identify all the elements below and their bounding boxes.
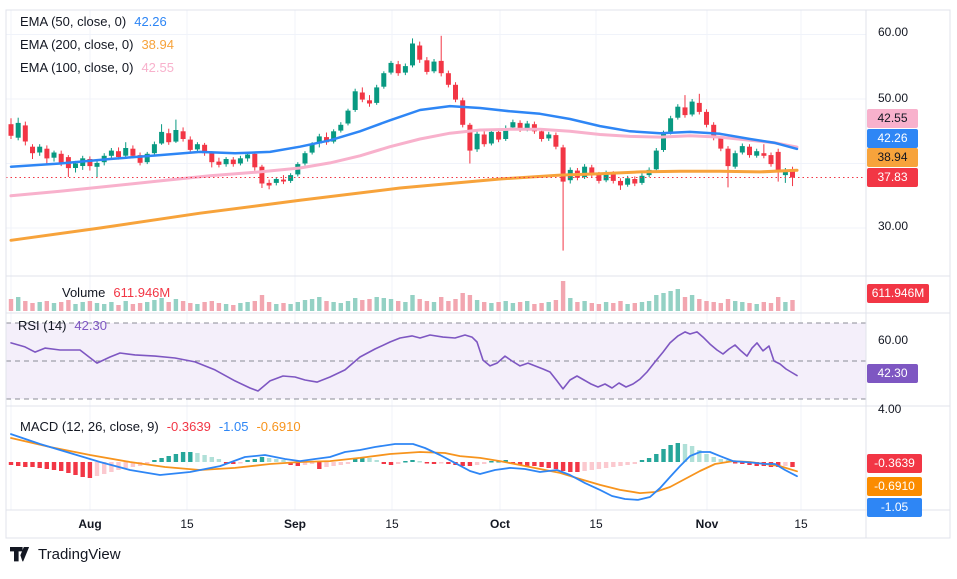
price-badge: 42.26 [867,128,918,148]
price-badge: -0.3639 [867,453,922,473]
legend-ema100-value: 42.55 [141,60,174,75]
time-tick-label: Aug [78,517,102,531]
legend-ema200-value: 38.94 [141,37,174,52]
rsi-band [6,322,866,400]
price-badge: -1.05 [867,497,922,517]
tradingview-logo-icon [10,547,30,562]
rsi-line [10,331,798,392]
legend-ema200-label: EMA (200, close, 0) [20,37,134,52]
price-badge: 42.30 [867,363,918,383]
time-tick-label: Nov [695,517,719,531]
time-tick-label: Oct [489,517,510,531]
macd-label: MACD (12, 26, close, 9) [20,419,159,434]
price-tick-label: 50.00 [878,91,909,105]
macd-histogram [8,443,795,478]
price-tick-label: 60.00 [878,333,909,347]
time-tick-label: 15 [180,517,194,531]
legend-ema50-label: EMA (50, close, 0) [20,14,127,29]
price-badge: 42.55 [867,108,918,128]
rsi-indicator-label[interactable]: RSI (14) 42.30 [18,318,107,333]
ema50-line [9,104,799,168]
macd-hist-value: -0.3639 [166,419,211,434]
gridlines [6,10,866,510]
price-badge: 38.94 [867,147,918,167]
time-tick-label: Sep [283,517,306,531]
rsi-value: 42.30 [74,318,107,333]
pane-borders [5,9,951,539]
macd-signal-value: -0.6910 [256,419,301,434]
volume-label: Volume [62,285,106,300]
price-badge: -0.6910 [867,476,922,496]
legend-ema100-row[interactable]: EMA (100, close, 0) 42.55 [20,60,174,75]
volume-bars [8,281,795,311]
price-tick-label: 4.00 [878,402,902,416]
price-tick-label: 60.00 [878,25,909,39]
tradingview-logo-link[interactable]: TradingView [10,546,121,563]
legend-ema200-row[interactable]: EMA (200, close, 0) 38.94 [20,37,174,52]
price-tick-label: 30.00 [878,219,909,233]
macd-signal-line [10,437,798,495]
macd-line [10,433,798,501]
price-badge: 611.946M [867,283,929,303]
legend-ema100-label: EMA (100, close, 0) [20,60,134,75]
macd-line-value: -1.05 [218,419,249,434]
time-tick-label: 15 [589,517,603,531]
ema100-line [9,127,799,198]
macd-indicator-label[interactable]: MACD (12, 26, close, 9) -0.3639 -1.05 -0… [20,419,301,434]
legend-ema50-row[interactable]: EMA (50, close, 0) 42.26 [20,14,167,29]
volume-value: 611.946M [113,285,171,300]
ema200-line [9,168,799,242]
time-tick-label: 15 [794,517,808,531]
time-tick-label: 15 [385,517,399,531]
rsi-label: RSI (14) [18,318,67,333]
price-badge: 37.83 [867,167,918,187]
brand-text: TradingView [38,546,121,563]
candlestick-series [8,35,795,251]
volume-indicator-label[interactable]: Volume 611.946M [62,285,170,300]
legend-ema50-value: 42.26 [134,14,167,29]
